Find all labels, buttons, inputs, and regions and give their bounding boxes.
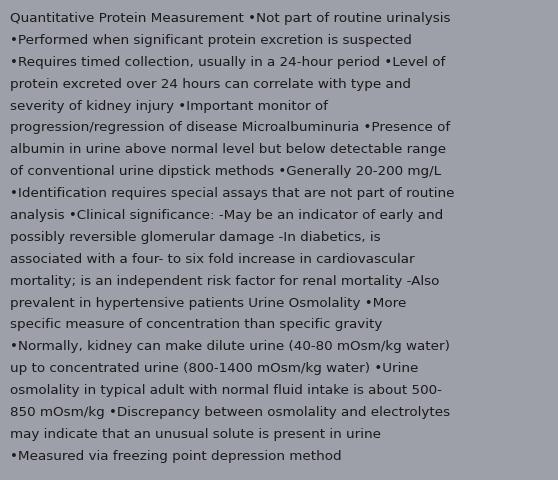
Text: may indicate that an unusual solute is present in urine: may indicate that an unusual solute is p… (10, 427, 381, 440)
Text: associated with a four- to six fold increase in cardiovascular: associated with a four- to six fold incr… (10, 252, 415, 265)
Text: possibly reversible glomerular damage -In diabetics, is: possibly reversible glomerular damage -I… (10, 230, 381, 243)
Text: protein excreted over 24 hours can correlate with type and: protein excreted over 24 hours can corre… (10, 77, 411, 91)
Text: progression/regression of disease Microalbuminuria •Presence of: progression/regression of disease Microa… (10, 121, 450, 134)
Text: prevalent in hypertensive patients Urine Osmolality •More: prevalent in hypertensive patients Urine… (10, 296, 406, 309)
Text: •Normally, kidney can make dilute urine (40-80 mOsm/kg water): •Normally, kidney can make dilute urine … (10, 340, 450, 353)
Text: •Performed when significant protein excretion is suspected: •Performed when significant protein excr… (10, 34, 412, 47)
Text: Quantitative Protein Measurement •Not part of routine urinalysis: Quantitative Protein Measurement •Not pa… (10, 12, 450, 25)
Text: •Requires timed collection, usually in a 24-hour period •Level of: •Requires timed collection, usually in a… (10, 56, 445, 69)
Text: •Identification requires special assays that are not part of routine: •Identification requires special assays … (10, 187, 455, 200)
Text: mortality; is an independent risk factor for renal mortality -Also: mortality; is an independent risk factor… (10, 274, 439, 287)
Text: specific measure of concentration than specific gravity: specific measure of concentration than s… (10, 318, 382, 331)
Text: severity of kidney injury •Important monitor of: severity of kidney injury •Important mon… (10, 99, 328, 112)
Text: of conventional urine dipstick methods •Generally 20-200 mg/L: of conventional urine dipstick methods •… (10, 165, 441, 178)
Text: 850 mOsm/kg •Discrepancy between osmolality and electrolytes: 850 mOsm/kg •Discrepancy between osmolal… (10, 405, 450, 418)
Text: albumin in urine above normal level but below detectable range: albumin in urine above normal level but … (10, 143, 446, 156)
Text: •Measured via freezing point depression method: •Measured via freezing point depression … (10, 449, 341, 462)
Text: analysis •Clinical significance: -May be an indicator of early and: analysis •Clinical significance: -May be… (10, 208, 443, 222)
Text: osmolality in typical adult with normal fluid intake is about 500-: osmolality in typical adult with normal … (10, 383, 442, 396)
Text: up to concentrated urine (800-1400 mOsm/kg water) •Urine: up to concentrated urine (800-1400 mOsm/… (10, 361, 418, 374)
